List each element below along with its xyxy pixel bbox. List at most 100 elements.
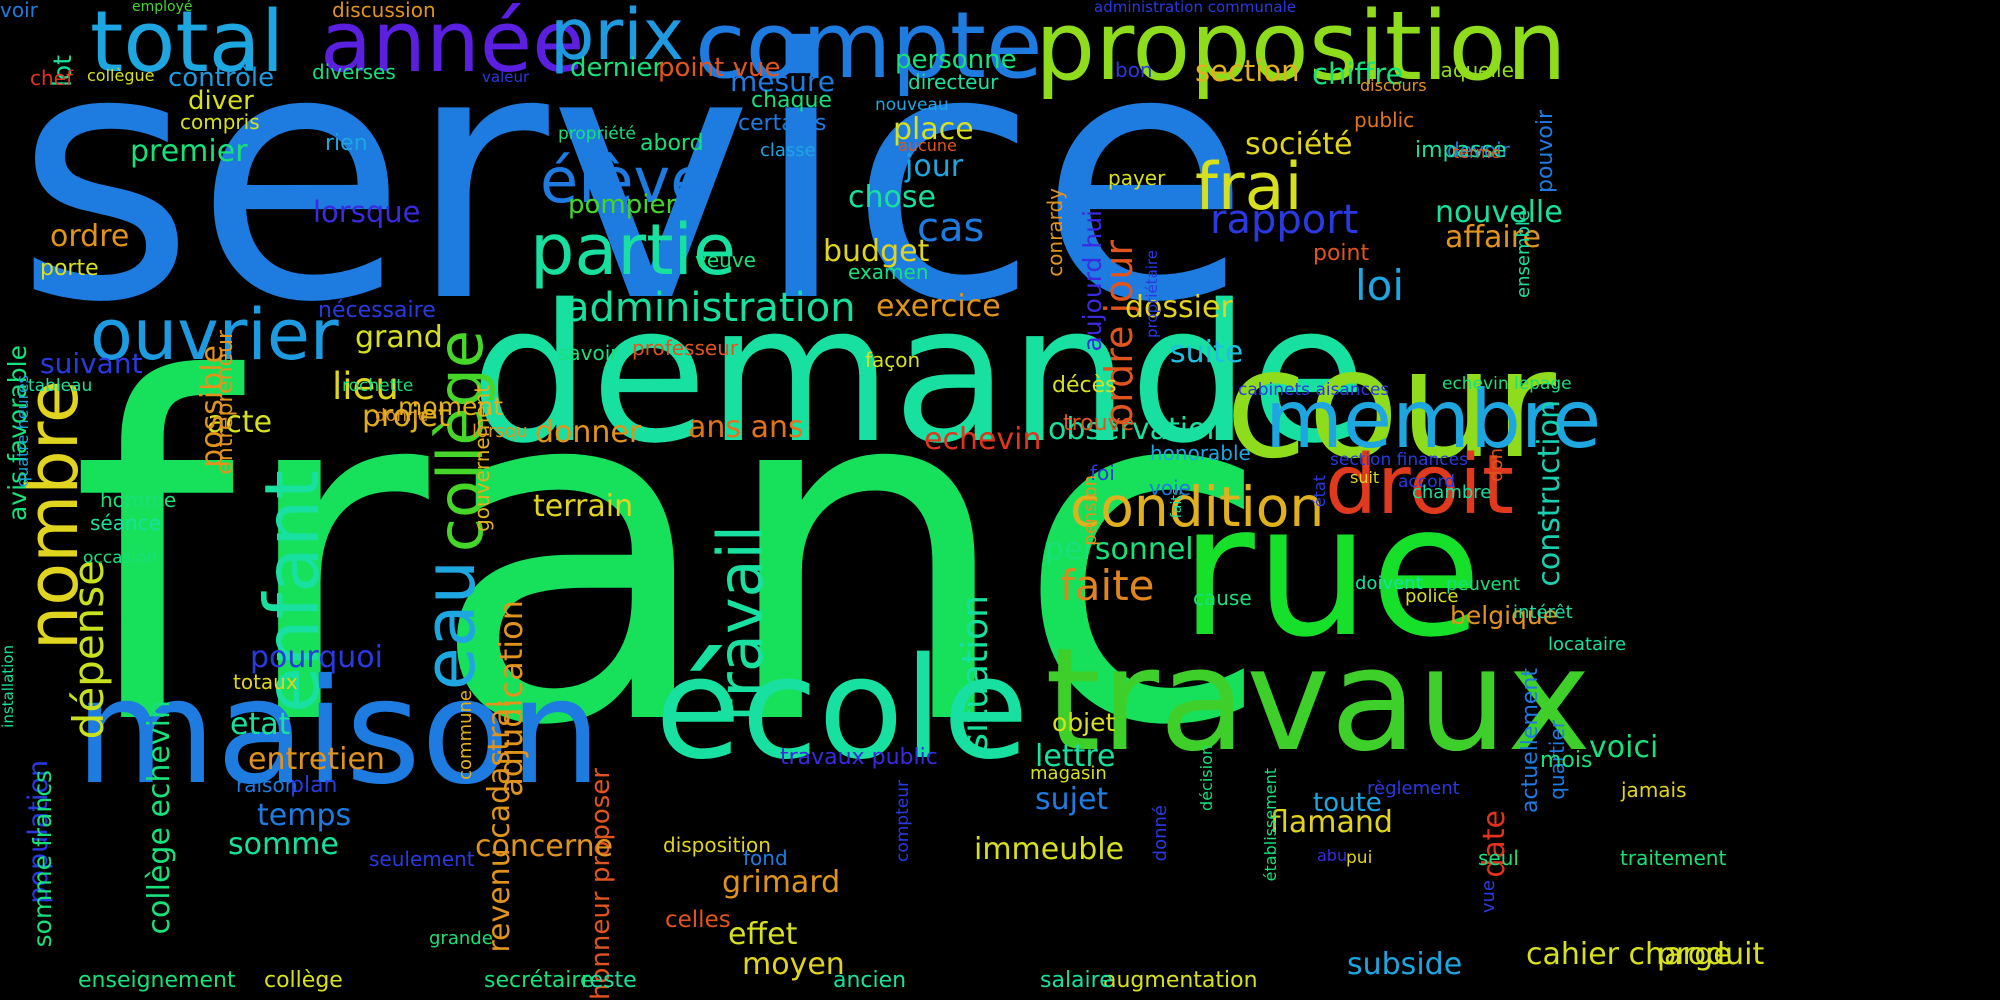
word-reglement: règlement [1367, 778, 1460, 799]
word-cause: cause [1193, 586, 1252, 610]
word-certains: certains [738, 111, 827, 136]
word-proprietaire: propriétaire [1143, 250, 1161, 338]
word-premier: premier [130, 134, 248, 169]
word-loi: loi [1355, 261, 1405, 310]
word-abu: abu [1317, 846, 1348, 865]
word-doivent: doivent [1355, 573, 1423, 594]
word-total: total [90, 0, 285, 92]
word-droit: droit [1325, 438, 1515, 533]
word-rochette: rochette [342, 376, 414, 396]
word-depense: dépense [64, 560, 113, 740]
word-point-vue: point vue [658, 53, 781, 83]
word-professeur: professeur [632, 336, 739, 360]
word-ordre: ordre [50, 219, 130, 254]
word-personne: personne [895, 45, 1017, 75]
word-decision: décision [1197, 745, 1216, 811]
word-entrepreneur: entrepreneur [213, 330, 238, 475]
word-subside: subside [1347, 947, 1463, 982]
word-ancien: ancien [833, 968, 907, 993]
word-laquelle: laquelle [1435, 58, 1514, 82]
word-personnel: personnel [1045, 532, 1194, 567]
word-controle: contrôle [168, 63, 275, 93]
word-plan: plan [290, 773, 338, 798]
word-rien: rien [325, 131, 368, 156]
word-honneur-proposer: honneur proposer [586, 768, 616, 1000]
word-entretien: entretien [248, 742, 385, 777]
word-porte: porte [40, 256, 99, 281]
word-fond: fond [743, 846, 788, 870]
word-construction: construction [1532, 400, 1567, 587]
word-aujourd-hui: aujourd hui [1078, 210, 1107, 352]
word-maison: maison [75, 648, 602, 817]
word-travail: travail [704, 525, 777, 722]
word-salaire: salaire [1040, 968, 1113, 993]
word-locataire: locataire [1548, 634, 1627, 655]
word-ouvrier: ouvrier [90, 294, 339, 376]
word-disposition: disposition [663, 833, 771, 857]
word-cahier-charge: cahier charge [1526, 937, 1732, 972]
word-peuvent: peuvent [1446, 574, 1521, 595]
word-service: service [15, 0, 1251, 378]
word-celles: celles [665, 907, 731, 933]
word-sujet: sujet [1035, 782, 1109, 817]
word-grand: grand [355, 320, 443, 355]
word-affaire: affaire [1445, 220, 1541, 255]
word-donne-past: donné [1150, 805, 1171, 862]
word-terme: terme [1453, 143, 1501, 162]
word-etat-small: état [1310, 475, 1329, 508]
word-veuve: veuve [695, 248, 756, 272]
word-cabinets-aisances: cabinets aisances [1238, 380, 1390, 400]
word-frai: frai [1195, 150, 1303, 225]
word-dernier: dernier [570, 53, 664, 83]
word-demande: demande [470, 264, 1367, 485]
word-effet: effet [728, 917, 798, 952]
word-travaux-public: travaux public [780, 745, 938, 770]
word-jour: jour [905, 149, 964, 184]
word-echevin: echevin [924, 422, 1042, 457]
word-pui: pui [1346, 848, 1373, 868]
word-donne: donne [375, 406, 429, 426]
word-nouvelle: nouvelle [1435, 195, 1563, 230]
word-diverses: diverses [312, 60, 396, 84]
word-immeuble: immeuble [974, 832, 1125, 867]
word-honorable: honorable [1150, 441, 1251, 465]
word-chambre: chambre [1412, 482, 1492, 503]
word-interet: intérêt [1513, 602, 1573, 623]
word-belgique: belgique [1450, 601, 1559, 630]
word-budget: budget [823, 234, 930, 269]
word-travaux: travaux [1045, 618, 1592, 783]
word-propriete: propriété [558, 124, 636, 144]
word-annee: année [320, 0, 585, 92]
word-temps: temps [257, 798, 352, 833]
word-seulement: seulement [369, 847, 475, 871]
word-reste: reste [581, 968, 637, 993]
word-facon: façon [865, 348, 921, 372]
word-don: don [1486, 448, 1507, 482]
word-etat: etat [230, 707, 291, 742]
word-public: public [1354, 108, 1415, 132]
word-partie: partie [530, 209, 737, 291]
word-tableau: tableau [28, 376, 93, 396]
word-lorsqu: lorsqu [472, 421, 528, 442]
word-trouve: trouve [1063, 411, 1135, 436]
word-totaux: totaux [233, 670, 298, 694]
word-voie: voie [1149, 476, 1191, 500]
word-pourquoi: pourquoi [250, 640, 383, 675]
word-rue: rue [1180, 465, 1483, 677]
word-condition: condition [1070, 475, 1325, 539]
word-employe: employé [132, 0, 193, 15]
word-mesure: mesure [730, 65, 835, 98]
word-revenu-cadastral: revenu cadastral [482, 700, 517, 953]
word-moment: moment [398, 392, 504, 421]
word-point: point [1313, 241, 1370, 266]
word-observation: observation [1048, 412, 1226, 447]
word-diver: diver [188, 86, 254, 116]
word-magasin: magasin [1030, 763, 1107, 784]
word-lieu: lieu [332, 365, 399, 408]
word-voir: voir [0, 0, 38, 22]
word-eau: eau [409, 560, 491, 691]
word-echevin-lepage: echevin lepage [1442, 374, 1572, 394]
word-pompier: pompier [568, 190, 677, 220]
word-accord: accord [1398, 472, 1455, 492]
word-impasse: impasse [1415, 138, 1507, 163]
